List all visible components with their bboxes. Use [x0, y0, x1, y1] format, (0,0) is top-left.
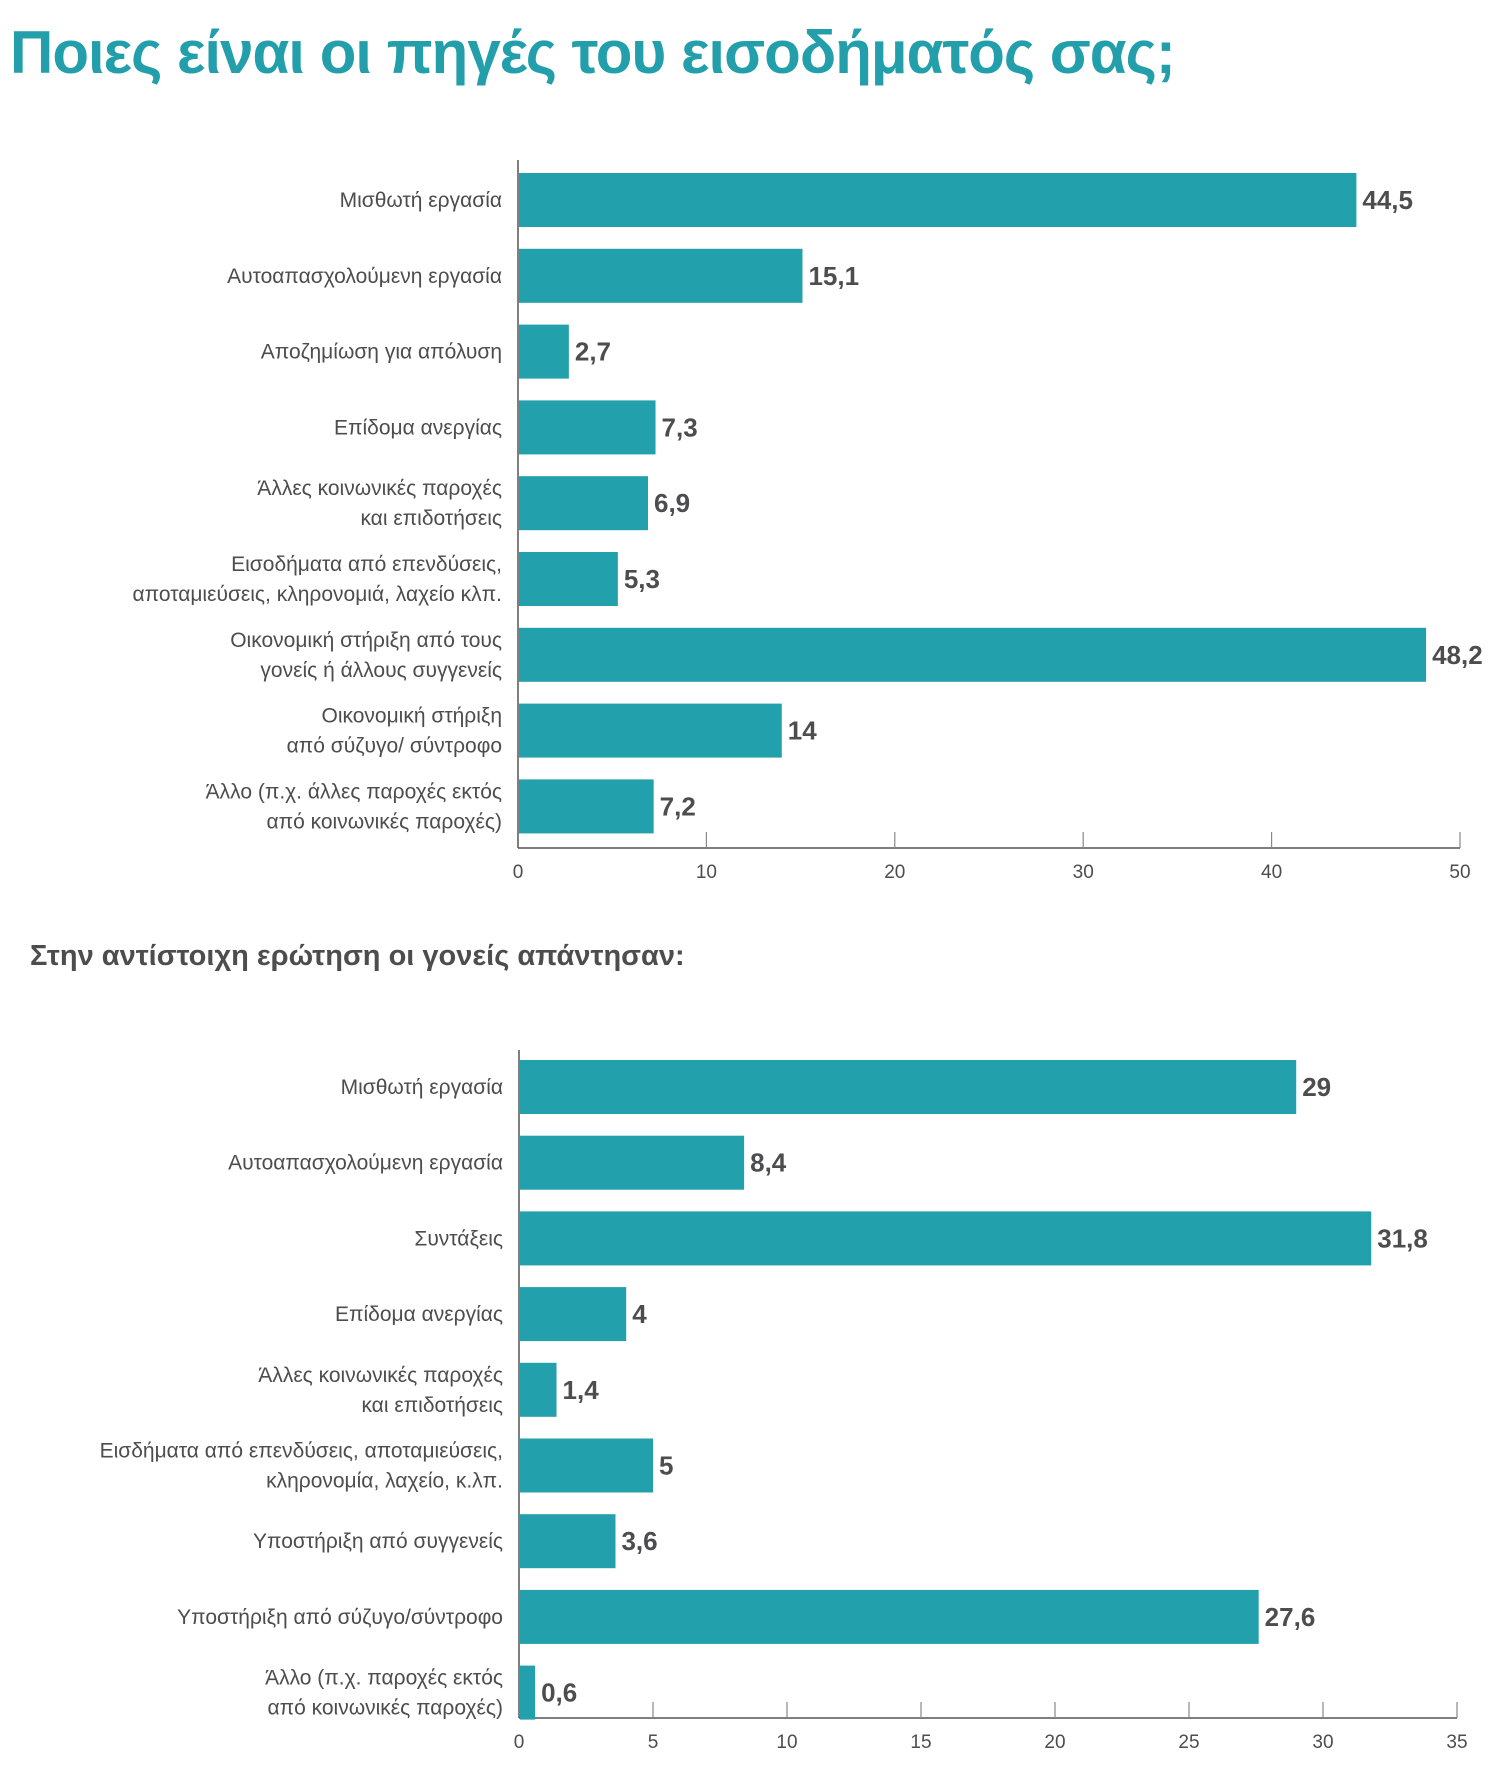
bar — [520, 1362, 557, 1417]
category-label: Επίδομα ανεργίας — [335, 1303, 503, 1326]
bar — [520, 1135, 745, 1190]
bar-value-label: 15,1 — [808, 261, 859, 291]
bar-value-label: 14 — [788, 716, 817, 746]
bar — [519, 324, 569, 379]
bar-value-label: 2,7 — [575, 337, 611, 367]
x-tick-label: 30 — [1073, 862, 1094, 883]
bar-value-label: 31,8 — [1377, 1223, 1428, 1253]
bar — [519, 779, 654, 834]
bar — [520, 1287, 627, 1342]
bar-value-label: 6,9 — [654, 488, 690, 518]
bar-value-label: 1,4 — [563, 1375, 600, 1405]
x-tick-label: 20 — [1044, 1732, 1065, 1753]
x-tick-label: 0 — [513, 862, 524, 883]
category-label: Υποστήριξη από συγγενείς — [253, 1530, 503, 1553]
bar — [519, 400, 656, 455]
category-label: Οικονομική στήριξη από τους γονείς ή άλλο… — [230, 629, 502, 682]
category-label: Άλλο (π.χ. παροχές εκτός από κοινωνικές π… — [265, 1667, 503, 1720]
category-label: Οικονομική στήριξη από σύζυγο/ σύντροφο — [287, 705, 502, 758]
bar — [520, 1438, 653, 1493]
bar — [519, 552, 618, 606]
bar-value-label: 5 — [659, 1451, 673, 1481]
category-label: Άλλες κοινωνικές παροχές και επιδοτήσεις — [257, 477, 502, 530]
x-tick-label: 25 — [1178, 1732, 1199, 1753]
parents-income-sources-chart: 0 5 10 15 20 25 30 35 29 Μισθωτή εργασία 8,4 Αυτοαπ… — [100, 1050, 1468, 1753]
x-tick-label: 35 — [1446, 1732, 1467, 1753]
bar — [520, 1514, 616, 1569]
bar-value-label: 44,5 — [1362, 185, 1413, 215]
x-tick-label: 10 — [776, 1732, 797, 1753]
parents-subtitle: Στην αντίστοιχη ερώτηση οι γονείς απάντη… — [30, 940, 685, 972]
category-label: Αυτοαπασχολούμενη εργασία — [227, 265, 502, 288]
x-tick-label: 20 — [884, 862, 905, 883]
category-label: Επίδομα ανεργίας — [334, 416, 502, 439]
x-tick-label: 40 — [1261, 862, 1282, 883]
bar-value-label: 7,3 — [662, 412, 698, 442]
bar — [519, 627, 1427, 682]
x-tick-label: 50 — [1449, 862, 1470, 883]
bar — [520, 1060, 1297, 1114]
income-sources-chart: 0 10 20 30 40 50 44,5 Μισθωτή εργασία 15,1 Αυτοαπ… — [132, 160, 1483, 883]
bar-value-label: 0,6 — [541, 1678, 577, 1708]
category-label: Αποζημίωση για απόλυση — [261, 341, 502, 364]
category-label: Αυτοαπασχολούμενη εργασία — [228, 1152, 503, 1175]
bar-value-label: 5,3 — [624, 564, 660, 594]
category-label: Εισοδήματα από επενδύσεις, αποταμιεύσεις,… — [132, 553, 502, 606]
bar — [520, 1665, 536, 1720]
bar-value-label: 48,2 — [1432, 640, 1483, 670]
bar-value-label: 8,4 — [750, 1148, 787, 1178]
x-tick-label: 15 — [910, 1732, 931, 1753]
x-tick-label: 10 — [696, 862, 717, 883]
x-tick-label: 30 — [1312, 1732, 1333, 1753]
category-label: Υποστήριξη από σύζυγο/σύντροφο — [177, 1606, 503, 1629]
bar — [519, 173, 1357, 227]
bar-value-label: 3,6 — [621, 1526, 657, 1556]
bar — [520, 1589, 1259, 1644]
bar — [519, 703, 782, 758]
page-title: Ποιες είναι οι πηγές του εισοδήματός σας… — [10, 19, 1176, 86]
x-tick-label: 0 — [514, 1732, 525, 1753]
bar-value-label: 7,2 — [660, 791, 696, 821]
bar — [519, 248, 803, 303]
category-label: Μισθωτή εργασία — [341, 1076, 503, 1099]
category-label: Άλλο (π.χ. άλλες παροχές εκτός από κοινων… — [206, 780, 502, 833]
category-label: Εισδήματα από επενδύσεις, αποταμιεύσεις,… — [100, 1440, 503, 1493]
category-label: Μισθωτή εργασία — [340, 189, 502, 212]
bar — [519, 476, 648, 531]
x-tick-label: 5 — [648, 1732, 659, 1753]
bar — [520, 1211, 1372, 1266]
bar-value-label: 29 — [1302, 1072, 1331, 1102]
category-label: Άλλες κοινωνικές παροχές και επιδοτήσεις — [258, 1364, 503, 1417]
bar-value-label: 27,6 — [1265, 1602, 1316, 1632]
bar-value-label: 4 — [632, 1299, 647, 1329]
category-label: Συντάξεις — [414, 1227, 503, 1250]
